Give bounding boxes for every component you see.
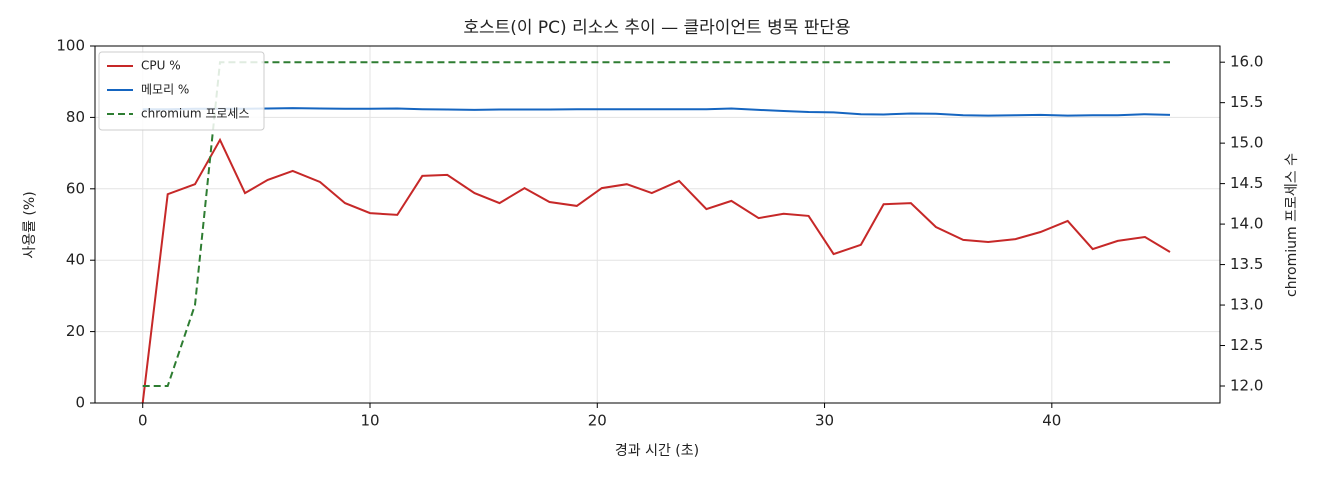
y2-tick-label: 15.0	[1230, 134, 1263, 152]
y2-tick-label: 12.5	[1230, 336, 1263, 354]
x-tick-label: 20	[588, 412, 607, 430]
legend-label: CPU %	[141, 59, 181, 73]
legend-box	[98, 51, 265, 131]
legend-label: chromium 프로세스	[141, 107, 250, 121]
x-tick-label: 30	[815, 412, 834, 430]
y-tick-label: 100	[56, 37, 85, 55]
y-tick-label: 40	[66, 251, 85, 269]
y2-axis-label: chromium 프로세스 수	[1284, 153, 1300, 297]
x-tick-label: 40	[1042, 412, 1061, 430]
y-tick-label: 20	[66, 322, 85, 340]
x-axis-label: 경과 시간 (초)	[615, 443, 699, 459]
chart-title: 호스트(이 PC) 리소스 추이 — 클라이언트 병목 판단용	[463, 18, 850, 38]
y2-tick-label: 12.0	[1230, 377, 1263, 395]
y-tick-label: 60	[66, 179, 85, 197]
y2-tick-label: 14.5	[1230, 174, 1263, 192]
y2-tick-label: 13.0	[1230, 296, 1263, 314]
x-tick-label: 10	[360, 412, 379, 430]
data-line	[142, 61, 1170, 387]
y2-tick-label: 13.5	[1230, 255, 1263, 273]
data-line	[142, 107, 1171, 117]
legend: CPU % 메모리 % chromium 프로세스	[98, 51, 265, 131]
y2-tick-label: 16.0	[1230, 53, 1263, 71]
y-axis-label: 사용률 (%)	[22, 191, 38, 258]
y-tick-label: 80	[66, 108, 85, 126]
y2-tick-label: 15.5	[1230, 93, 1263, 111]
legend-label: 메모리 %	[141, 83, 189, 97]
y2-tick-label: 14.0	[1230, 215, 1263, 233]
y-tick-label: 0	[75, 394, 85, 412]
plot-frame	[94, 45, 1221, 404]
x-tick-label: 0	[138, 412, 148, 430]
data-line	[141, 137, 1171, 404]
